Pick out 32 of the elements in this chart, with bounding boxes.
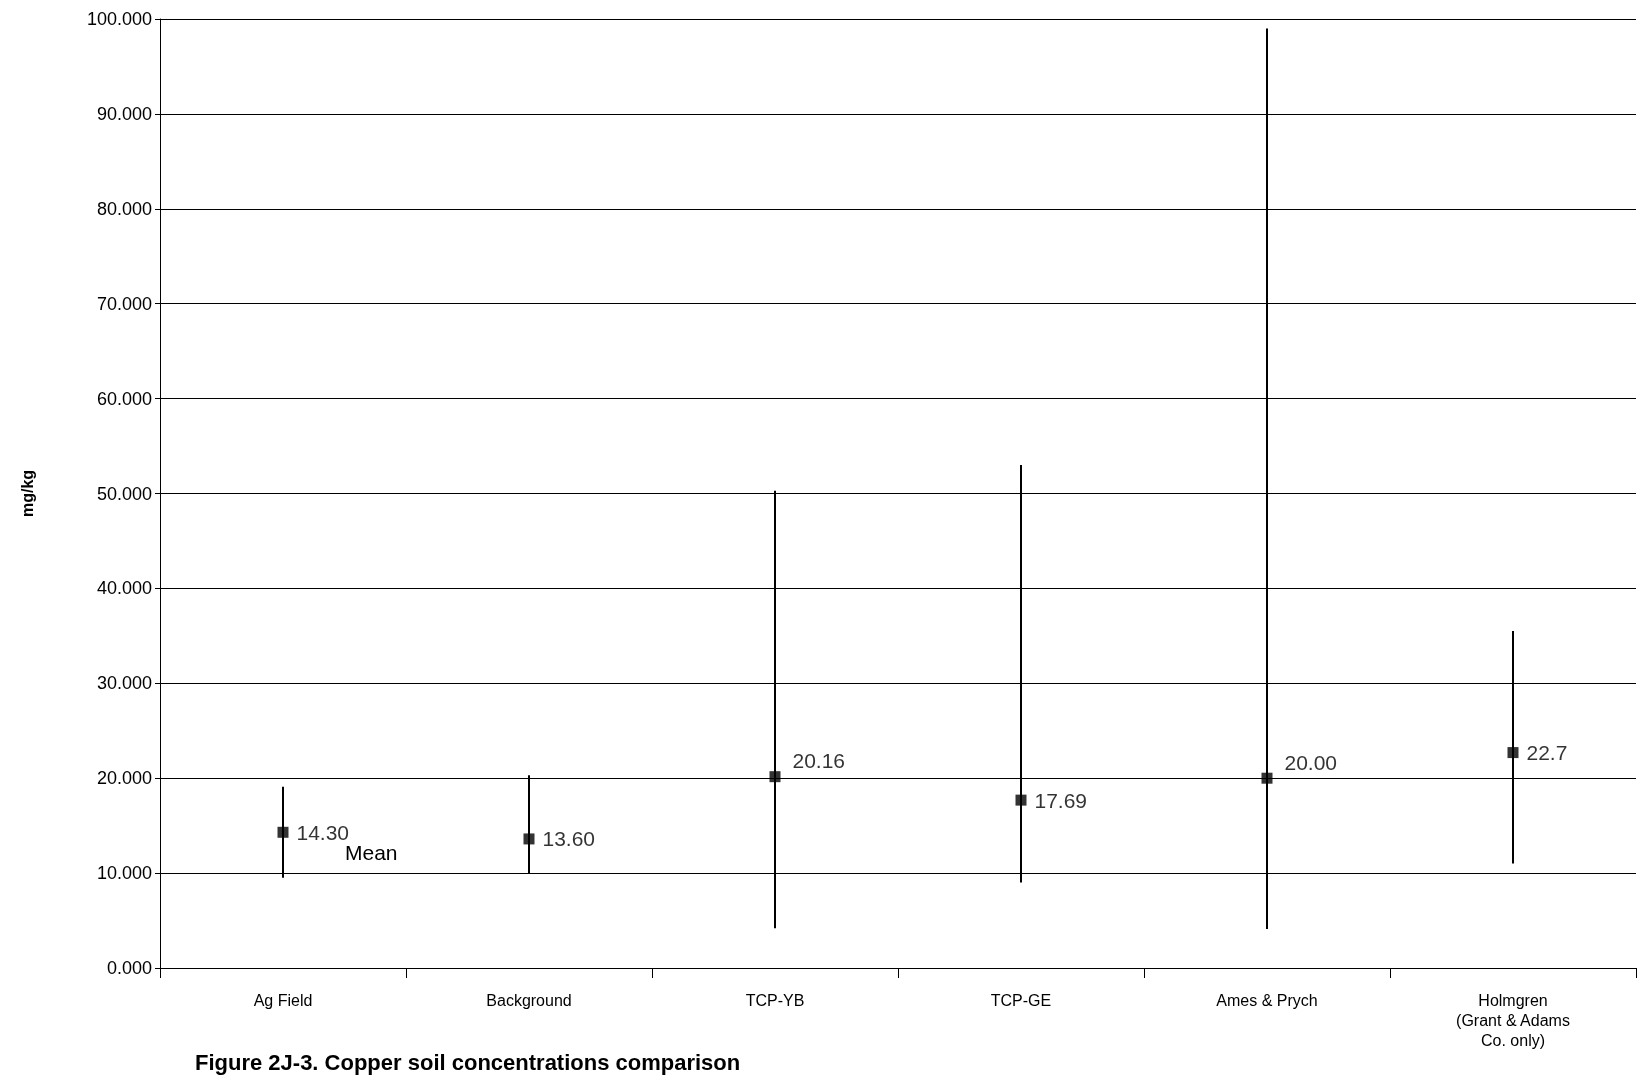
y-axis-title: mg/kg [18,469,36,518]
point [1507,747,1519,759]
y-tick-label: 0.000 [106,958,152,978]
y-tick-label: 40.000 [96,578,152,599]
x-tick-label: Background [486,991,572,1009]
point [769,771,781,783]
y-tick-label: 100.000 [86,9,152,29]
data-label: 20.16 [792,749,846,773]
point [1261,772,1273,784]
y-tick-label: 20.000 [96,768,152,789]
y-tick-label: 90.000 [96,103,152,124]
data-label: 17.69 [1034,788,1088,812]
y-tick-label: 50.000 [96,483,152,504]
annotation: Mean [345,841,398,865]
data-label: 22.7 [1526,741,1568,765]
y-tick-label: 10.000 [96,863,152,884]
data-label: 14.30 [296,820,350,844]
x-tick-label: Ames & Prych [1216,991,1318,1009]
y-tick-label: 80.000 [96,198,152,219]
data-label: 20.00 [1284,750,1338,774]
point [523,833,535,845]
text: Figure 2J-3. Copper soil concentrations comparison [195,1049,741,1075]
y-tick-label: 70.000 [96,293,152,314]
x-tick-label: Holmgren (Grant & Adams Co. only) [1456,991,1570,1049]
point [1015,794,1027,806]
data-label: 13.60 [542,827,596,851]
x-tick-label: TCP-GE [990,991,1052,1009]
x-tick-label: Ag Field [253,991,313,1009]
x-tick-label: TCP-YB [745,991,805,1009]
point [277,826,289,838]
y-tick-label: 60.000 [96,388,152,409]
y-tick-label: 30.000 [96,673,152,694]
